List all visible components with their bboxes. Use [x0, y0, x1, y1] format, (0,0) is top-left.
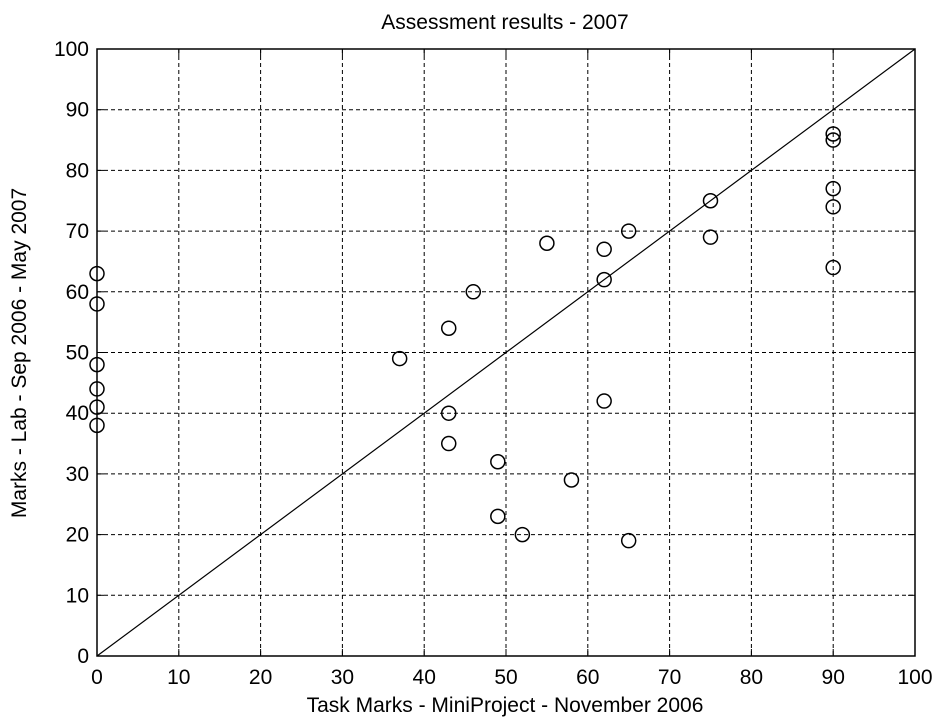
data-point: [825, 259, 841, 276]
x-tick-label: 10: [167, 666, 190, 689]
x-tick-label: 20: [249, 666, 272, 689]
y-tick-label: 90: [66, 99, 89, 122]
data-point: [440, 435, 457, 452]
x-tick-label: 30: [331, 666, 354, 689]
axes: [96, 48, 916, 657]
reference-line: [96, 48, 916, 657]
data-point: [514, 526, 531, 543]
data-point: [391, 350, 408, 367]
y-tick-label: 50: [66, 342, 89, 365]
y-tick-label: 20: [66, 524, 89, 547]
data-points: [89, 126, 841, 549]
x-tick-label: 70: [658, 666, 681, 689]
x-tick-label: 40: [413, 666, 436, 689]
data-point: [596, 393, 612, 409]
data-point: [539, 235, 555, 251]
data-point: [440, 405, 457, 421]
data-point: [702, 229, 719, 245]
reference-line-layer: [96, 48, 916, 657]
data-point: [825, 180, 841, 197]
y-tick-label: 10: [66, 584, 89, 607]
y-tick-label: 100: [54, 38, 89, 61]
data-point: [596, 241, 612, 258]
y-tick-label: 0: [77, 645, 89, 668]
data-point: [490, 508, 506, 525]
tick-labels: 0 10 20 30 40 50 60 70 80 90 100 0 10 20 30 40 50 60 70 80 9…: [54, 38, 933, 689]
chart-title: Assessment results - 2007: [381, 11, 628, 34]
x-tick-label: 80: [740, 666, 763, 689]
data-point: [596, 271, 612, 288]
data-point: [620, 532, 637, 549]
data-point: [490, 454, 506, 470]
data-point: [440, 320, 457, 336]
data-point: [563, 472, 580, 488]
y-axis-label: Marks - Lab - Sep 2006 - May 2007: [8, 188, 31, 518]
x-tick-label: 100: [897, 666, 932, 689]
x-axis-label: Task Marks - MiniProject - November 2006: [307, 694, 704, 717]
y-tick-label: 40: [66, 402, 89, 425]
x-tick-label: 90: [822, 666, 845, 689]
data-point: [825, 199, 841, 215]
y-tick-label: 80: [66, 159, 89, 182]
x-tick-label: 60: [576, 666, 599, 689]
x-tick-label: 0: [91, 666, 103, 689]
data-point: [620, 223, 637, 239]
data-point: [465, 284, 482, 300]
y-tick-label: 70: [66, 220, 89, 243]
data-point: [702, 193, 719, 209]
data-point: [825, 126, 841, 142]
data-point: [825, 132, 841, 148]
y-tick-label: 60: [66, 281, 89, 304]
x-tick-label: 50: [494, 666, 517, 689]
y-tick-label: 30: [66, 463, 89, 486]
